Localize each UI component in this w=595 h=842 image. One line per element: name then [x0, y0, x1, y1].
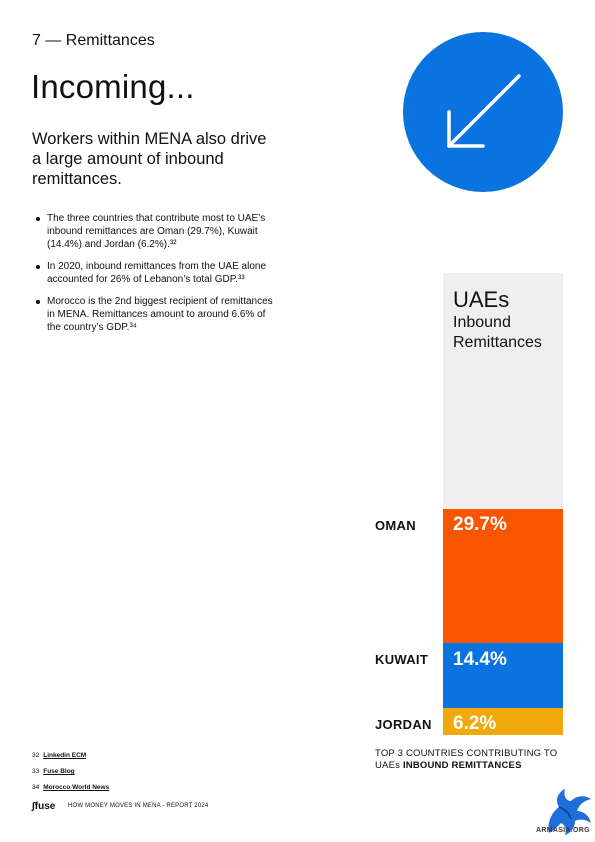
jordan-label: JORDAN: [375, 717, 432, 732]
stack-subtitle: Inbound Remittances: [453, 314, 542, 351]
jordan-value: 6.2%: [453, 713, 497, 734]
fuse-logo-icon: ∫: [32, 801, 35, 812]
griffin-logo-icon: [548, 789, 591, 835]
intro-text: Workers within MENA also drive a large a…: [32, 130, 267, 188]
jordan-bar: [443, 708, 563, 735]
fuse-logo-text: fuse: [34, 801, 56, 812]
bullet-item: The three countries that contribute most…: [32, 212, 277, 251]
bullet-item: Morocco is the 2nd biggest recipient of …: [32, 295, 277, 334]
page-title: Incoming...: [31, 68, 195, 105]
bullet-list: The three countries that contribute most…: [32, 212, 277, 343]
footnote: 34 Morocco World News: [32, 784, 110, 791]
footnote-link[interactable]: Linkedin ECM: [43, 752, 87, 759]
arrow-down-left-icon: [447, 74, 521, 148]
footnote: 33 Fuse Blog: [32, 768, 75, 775]
caption-bold: INBOUND REMITTANCES: [402, 760, 522, 771]
footer-text: HOW MONEY MOVES IN MENA - REPORT 2024: [68, 803, 209, 809]
kuwait-label: KUWAIT: [375, 652, 429, 667]
kuwait-bar: [443, 643, 563, 708]
footnote-link[interactable]: Fuse Blog: [43, 768, 75, 775]
fuse-logo: ∫fuse: [32, 801, 55, 812]
oman-label: OMAN: [375, 518, 416, 533]
bullet-item: In 2020, inbound remittances from the UA…: [32, 260, 277, 286]
caption-plain: TOP 3 COUNTRIES CONTRIBUTING TO UAEs: [375, 748, 558, 771]
stack-title: UAEs: [453, 287, 510, 312]
oman-bar: [443, 509, 563, 643]
arrow-circle: [403, 32, 563, 192]
stack-caption: TOP 3 COUNTRIES CONTRIBUTING TO UAEs INB…: [375, 748, 575, 772]
uae-total-bar: [443, 273, 563, 509]
kuwait-value: 14.4%: [453, 649, 507, 670]
section-label: 7 — Remittances: [32, 32, 155, 49]
footnote-link[interactable]: Morocco World News: [43, 784, 110, 791]
watermark-text: ARMASIA.ORG: [536, 827, 590, 834]
footnote: 32 Linkedin ECM: [32, 752, 87, 759]
oman-value: 29.7%: [453, 514, 507, 535]
